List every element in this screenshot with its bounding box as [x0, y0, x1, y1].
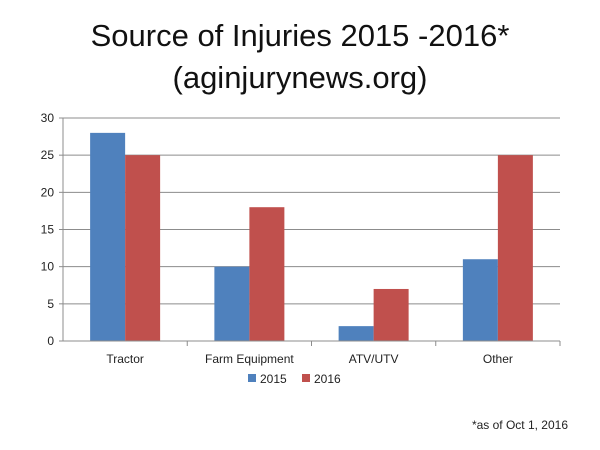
y-tick-label: 25: [41, 148, 55, 162]
legend: 2015 2016: [248, 372, 341, 386]
bar-2015-atv-utv: [338, 326, 374, 341]
bar-2016-atv-utv: [373, 288, 409, 341]
x-tick-label: Farm Equipment: [205, 352, 294, 366]
bar-2015-other: [462, 259, 498, 341]
bar-2015-tractor: [90, 132, 126, 341]
legend-label-2016: 2016: [314, 372, 341, 386]
x-tick-label: Tractor: [106, 352, 144, 366]
bar-2016-farm-equipment: [249, 207, 285, 341]
y-tick-label: 20: [41, 185, 55, 199]
x-tick-label: ATV/UTV: [349, 352, 399, 366]
y-tick-label: 15: [41, 223, 55, 237]
y-tick-label: 0: [47, 334, 54, 348]
footnote: *as of Oct 1, 2016: [471, 418, 568, 432]
bar-2016-tractor: [125, 155, 161, 341]
legend-swatch-2015: [248, 374, 256, 382]
legend-swatch-2016: [302, 374, 310, 382]
bar-2015-farm-equipment: [214, 266, 250, 341]
y-tick-label: 5: [47, 297, 54, 311]
y-tick-label: 10: [41, 260, 55, 274]
x-tick-label: Other: [483, 352, 513, 366]
y-tick-label: 30: [41, 111, 55, 125]
legend-label-2015: 2015: [260, 372, 287, 386]
chart-subtitle: (aginjurynews.org): [172, 60, 428, 95]
bars: [90, 132, 533, 341]
axes: 0 5 10 15 20 25 30 Tractor Farm Equipment ATV/UTV…: [41, 111, 561, 366]
bar-2016-other: [497, 155, 533, 341]
chart-title: Source of Injuries 2015 -2016*: [90, 18, 510, 53]
